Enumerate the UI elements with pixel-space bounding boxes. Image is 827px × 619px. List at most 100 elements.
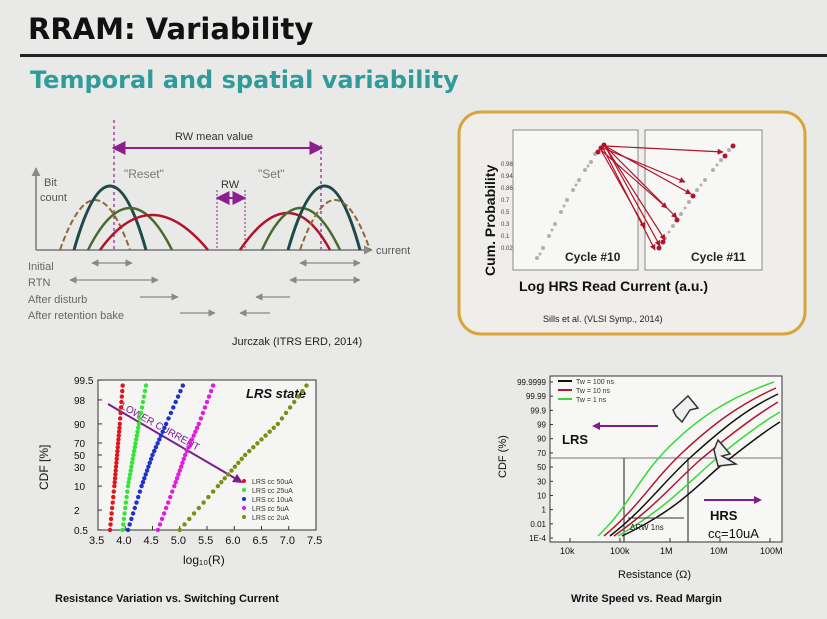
data-point bbox=[136, 421, 142, 427]
data-point bbox=[215, 483, 221, 489]
svg-text:0.86: 0.86 bbox=[501, 186, 513, 192]
data-point bbox=[130, 511, 136, 516]
x-tick-label: 5.5 bbox=[198, 535, 213, 547]
citation-sills: Sills et al. (VLSI Symp., 2014) bbox=[543, 314, 663, 324]
data-point bbox=[219, 480, 224, 485]
data-point bbox=[108, 516, 114, 522]
y-tick-label: 90 bbox=[74, 420, 86, 431]
data-point bbox=[114, 460, 119, 465]
x-tick-label: 6.0 bbox=[225, 535, 240, 547]
data-point bbox=[123, 505, 128, 511]
y-tick-label: 99.99 bbox=[526, 392, 547, 401]
data-point bbox=[137, 489, 143, 494]
data-point bbox=[118, 405, 124, 410]
legend-entry: LRS cc 5uA bbox=[252, 506, 289, 513]
data-point bbox=[159, 516, 165, 522]
data-point bbox=[283, 410, 289, 416]
data-point bbox=[222, 476, 227, 481]
data-point bbox=[180, 383, 186, 388]
y-tick-label: 2 bbox=[74, 506, 80, 517]
data-point bbox=[129, 464, 134, 469]
data-point bbox=[201, 500, 206, 505]
data-point bbox=[110, 500, 115, 505]
legend-initial: Initial bbox=[28, 261, 54, 273]
data-point bbox=[109, 505, 115, 511]
data-point bbox=[129, 460, 135, 465]
data-point bbox=[225, 472, 231, 477]
data-point bbox=[204, 399, 210, 405]
legend-entry: Tw = 10 ns bbox=[576, 388, 611, 395]
y-tick-label: 50 bbox=[537, 463, 546, 472]
data-point bbox=[112, 476, 118, 481]
data-point bbox=[122, 511, 127, 516]
data-point bbox=[116, 437, 121, 442]
data-point bbox=[263, 433, 268, 438]
data-point bbox=[300, 388, 305, 394]
legend-marker bbox=[242, 479, 246, 483]
shift-arrow-down bbox=[713, 438, 739, 467]
y-tick-label: 10 bbox=[537, 491, 546, 500]
legend-after-retention: After retention bake bbox=[28, 310, 124, 322]
cycle-11-label: Cycle #11 bbox=[691, 250, 746, 264]
data-point bbox=[184, 448, 190, 454]
legend-entry: Tw = 1 ns bbox=[576, 397, 607, 404]
data-point bbox=[125, 489, 130, 494]
data-point bbox=[196, 421, 202, 427]
data-point bbox=[180, 460, 185, 465]
data-point bbox=[114, 452, 120, 458]
data-point bbox=[155, 441, 160, 446]
hrs-label: HRS bbox=[710, 508, 738, 523]
data-point bbox=[155, 527, 161, 533]
data-point bbox=[144, 468, 150, 473]
data-point bbox=[131, 448, 137, 454]
data-point bbox=[279, 416, 285, 421]
data-point bbox=[148, 456, 154, 462]
data-point bbox=[168, 410, 174, 416]
x-tick-label: 10k bbox=[560, 546, 575, 556]
data-point bbox=[146, 464, 151, 469]
data-point bbox=[163, 505, 169, 511]
lrs-cdf-chart: LRS state CDF [%] log₁₀(R) LOWER CURRENT… bbox=[37, 376, 322, 567]
citation-jurczak: Jurczak (ITRS ERD, 2014) bbox=[232, 336, 363, 348]
cycle-10-label: Cycle #10 bbox=[565, 250, 621, 264]
legend-marker bbox=[242, 488, 246, 492]
cycle-variability-figure: 0.98 0.94 0.86 0.7 0.5 0.3 0.1 0.02 Cycle #10… bbox=[457, 110, 807, 336]
data-point bbox=[133, 441, 138, 446]
x-axis-label-right: Resistance (Ω) bbox=[618, 569, 691, 581]
data-point bbox=[134, 500, 139, 505]
x-tick-label: 4.5 bbox=[144, 535, 159, 547]
data-point bbox=[129, 516, 134, 522]
data-point bbox=[150, 452, 155, 458]
x-tick-label: 4.0 bbox=[116, 535, 131, 547]
data-point bbox=[161, 511, 167, 516]
rw-distribution-diagram: RW mean value RW "Reset" "Set" Bit count… bbox=[28, 120, 410, 322]
data-point bbox=[200, 410, 206, 416]
data-point bbox=[137, 416, 143, 421]
data-point bbox=[132, 505, 137, 511]
data-point bbox=[131, 452, 136, 458]
y-tick-label: 10 bbox=[74, 482, 86, 493]
data-point bbox=[163, 421, 169, 427]
y-axis-label-count: count bbox=[40, 192, 67, 204]
data-point bbox=[117, 421, 123, 427]
data-point bbox=[191, 433, 196, 438]
y-tick-label: 0.01 bbox=[530, 520, 546, 529]
set-label: "Set" bbox=[258, 167, 285, 181]
x-tick-label: 7.5 bbox=[307, 535, 322, 547]
data-point bbox=[119, 394, 125, 399]
data-point bbox=[118, 410, 123, 416]
x-tick-label: 10M bbox=[710, 546, 728, 556]
x-tick-label: 7.0 bbox=[280, 535, 295, 547]
data-point bbox=[116, 433, 121, 438]
data-point bbox=[178, 464, 184, 469]
x-tick-label: 6.5 bbox=[253, 535, 268, 547]
y-tick-label: 1E-4 bbox=[529, 534, 546, 543]
cc-label: cc=10uA bbox=[708, 526, 759, 541]
data-point bbox=[116, 429, 122, 434]
data-point bbox=[160, 429, 165, 434]
data-point bbox=[182, 522, 187, 527]
data-point bbox=[162, 425, 167, 430]
data-point bbox=[287, 405, 293, 410]
caption-resistance-variation: Resistance Variation vs. Switching Curre… bbox=[55, 593, 279, 605]
x-tick-label: 100k bbox=[610, 546, 630, 556]
